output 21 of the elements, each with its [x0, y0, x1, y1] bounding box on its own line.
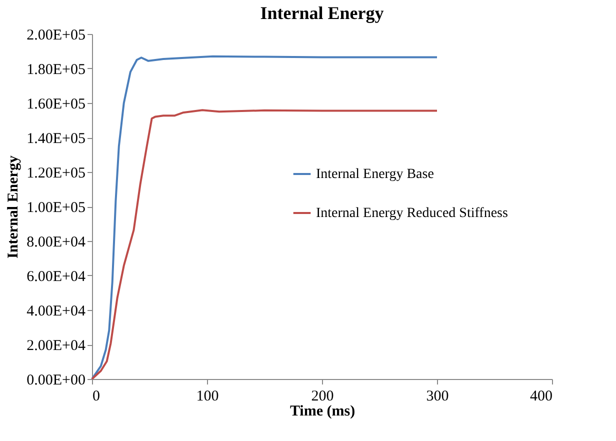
y-tick-label: 8.00E+04 [26, 234, 86, 250]
y-tick-label: 1.00E+05 [26, 200, 86, 216]
y-tick-label: 1.80E+05 [26, 62, 86, 78]
x-axis-title: Time (ms) [290, 404, 356, 420]
y-axis-title: Internal Energy [6, 155, 22, 258]
y-tick-label: 1.40E+05 [26, 131, 86, 147]
x-tick-label: 200 [311, 388, 334, 404]
y-tick-label: 6.00E+04 [26, 269, 86, 285]
chart-title: Internal Energy [260, 3, 384, 23]
y-tick-label: 2.00E+05 [26, 28, 86, 44]
legend-label: Internal Energy Reduced Stiffness [316, 206, 508, 221]
y-tick-label: 1.20E+05 [26, 166, 86, 182]
y-tick-label: 1.60E+05 [26, 96, 86, 112]
y-tick-label: 2.00E+04 [26, 338, 86, 354]
x-tick-label: 400 [530, 388, 552, 404]
y-tick-label: 4.00E+04 [26, 304, 86, 320]
legend-label: Internal Energy Base [316, 167, 434, 182]
y-tick-label: 0.00E+00 [26, 372, 86, 388]
x-tick-label: 0 [92, 388, 100, 404]
x-tick-label: 300 [426, 388, 449, 404]
x-tick-label: 100 [196, 388, 219, 404]
